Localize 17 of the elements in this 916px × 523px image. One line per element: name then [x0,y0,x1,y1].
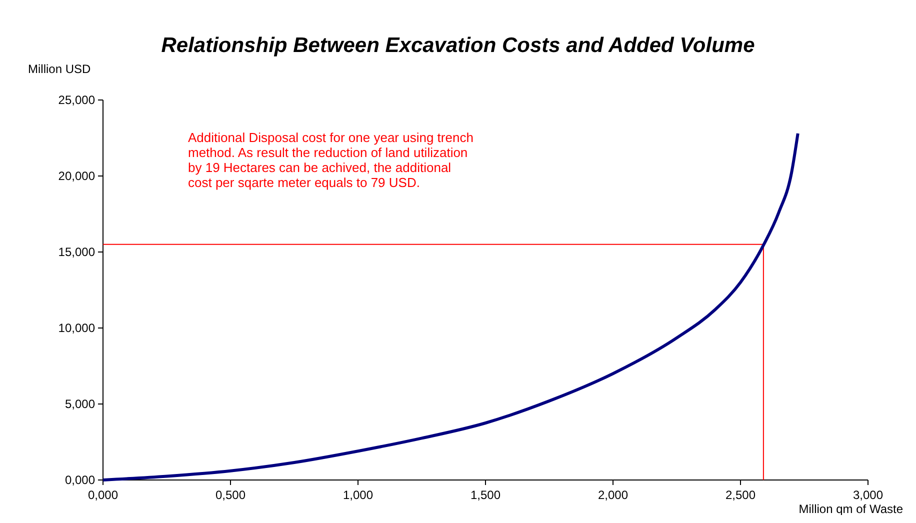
line-series [102,132,800,482]
annotation: Additional Disposal cost for one year using trench method. As result the reduction of land utilization by 19 Hectares can be achived, the additional cost per sqarte meter equals to 79 USD. [188,130,474,190]
y-tick-label: 10,000 [58,321,96,335]
x-tick-label: 1,000 [342,488,374,502]
y-tick-label: 15,000 [58,245,96,259]
x-tick-label: 2,000 [598,488,628,502]
y-tick-label: 0,000 [64,473,96,487]
x-tick-label: 0,500 [215,488,246,502]
chart-title: Relationship Between Excavation Costs and Added Volume [161,34,756,57]
x-tick-label: 1,500 [470,488,501,502]
x-tick-label: 3,000 [852,488,884,502]
y-axis-title: Million USD [28,62,92,76]
y-tick-label: 20,000 [58,169,96,183]
y-tick-label: 25,000 [58,93,96,107]
y-tick-label: 5,000 [64,397,96,411]
x-tick-label: 0,000 [88,488,118,502]
x-tick-label: 2,500 [725,488,756,502]
